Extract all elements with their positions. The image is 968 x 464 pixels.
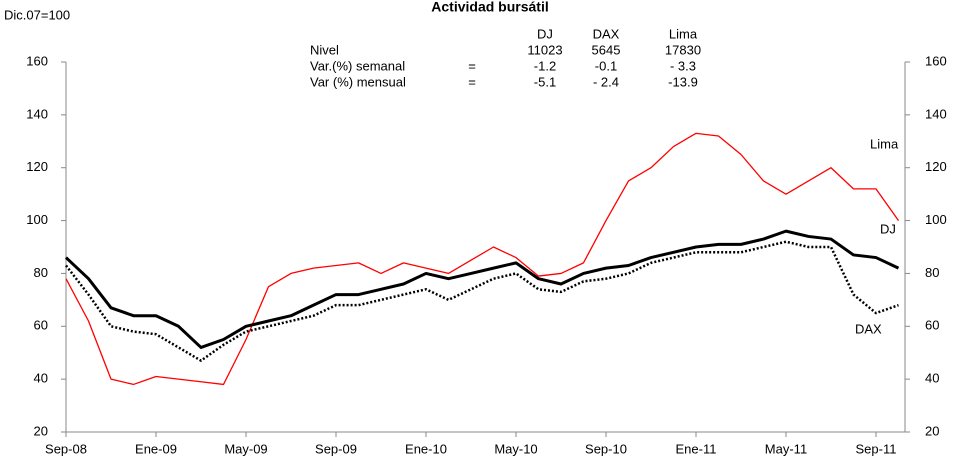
x-tick-label: Ene-09 [135,441,177,456]
y-tick-label: 100 [26,212,48,227]
table-cell: - 3.3 [670,58,696,73]
table-header: DJ [537,26,553,41]
line-series [65,240,899,362]
y2-tick-label: 80 [925,265,939,280]
table-row-label: Nivel [310,42,339,57]
series-label: DJ [880,221,896,236]
table-cell: -13.9 [668,74,698,89]
table-row-label: Var.(%) semanal [310,58,405,73]
y-tick-label: 80 [34,265,48,280]
x-tick-label: Sep-09 [315,441,357,456]
x-tick-label: May-11 [765,441,807,456]
y-tick-label: 20 [34,423,48,438]
table-cell: 11023 [527,42,562,57]
table-header: Lima [669,26,698,41]
y2-tick-label: 40 [925,371,939,386]
table-row-label: Var (%) mensual [310,74,406,89]
table-cell: - 2.4 [593,74,619,89]
x-tick-label: May-09 [224,441,267,456]
y-tick-label: 40 [34,371,48,386]
x-tick-label: Sep-10 [585,441,627,456]
series-label: Lima [870,136,899,151]
y2-tick-label: 100 [925,212,947,227]
y2-tick-label: 60 [925,318,939,333]
table-cell: 5645 [592,42,621,57]
table-cell: 17830 [665,42,701,57]
x-tick-label: Ene-10 [405,441,447,456]
y-tick-label: 160 [26,53,48,68]
chart-title: Actividad bursátil [431,0,548,15]
subtitle: Dic.07=100 [4,7,70,22]
table-sign: = [468,58,476,73]
series-label: DAX [855,321,882,336]
y2-tick-label: 140 [925,106,947,121]
x-tick-label: May-10 [494,441,537,456]
y-tick-label: 60 [34,318,48,333]
y2-tick-label: 120 [925,159,947,174]
y-tick-label: 120 [26,159,48,174]
line-series [65,132,900,386]
x-tick-label: Sep-08 [45,441,87,456]
table-header: DAX [593,26,620,41]
table-cell: -0.1 [595,58,617,73]
line-series [64,229,900,349]
y2-tick-label: 160 [925,53,947,68]
x-tick-label: Sep-11 [856,441,897,456]
table-cell: -5.1 [534,74,556,89]
y2-tick-label: 20 [925,423,939,438]
table-cell: -1.2 [534,58,556,73]
y-tick-label: 140 [26,106,48,121]
x-tick-label: Ene-11 [676,441,717,456]
table-sign: = [468,74,476,89]
